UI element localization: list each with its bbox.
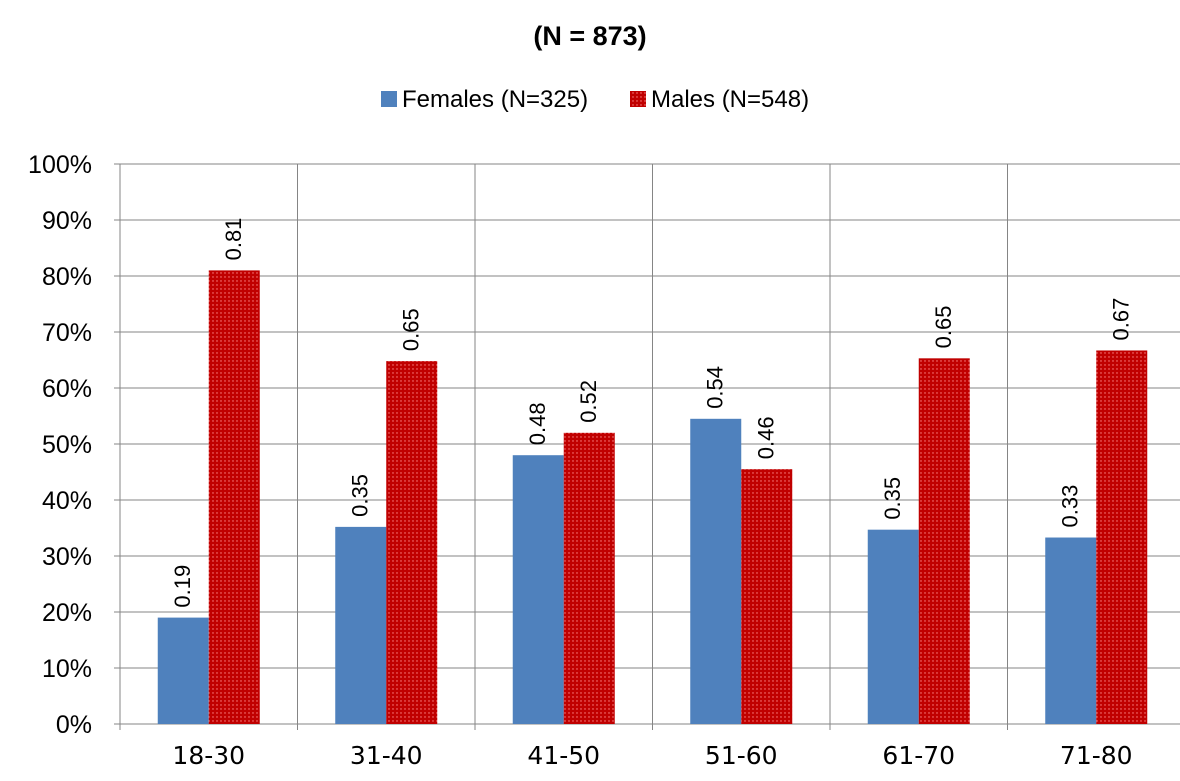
y-tick-label: 80% xyxy=(42,263,92,291)
x-tick-label: 41-50 xyxy=(527,741,600,770)
legend: Females (N=325) Males (N=548) xyxy=(381,86,809,113)
y-tick-label: 40% xyxy=(42,487,92,515)
data-label-females-41-50: 0.48 xyxy=(525,402,550,445)
data-labels: 0.19 0.81 0.35 0.65 0.48 0.52 0.54 0.46 0.35 0.65… xyxy=(170,218,1134,608)
chart-title: (N = 873) xyxy=(533,21,646,51)
legend-swatch-females xyxy=(381,91,397,107)
bar-males-71-80 xyxy=(1096,350,1148,724)
y-tick-label: 10% xyxy=(42,655,92,683)
data-label-males-18-30: 0.81 xyxy=(221,218,246,261)
data-label-males-61-70: 0.65 xyxy=(931,305,956,348)
bar-females-61-70 xyxy=(867,529,919,724)
bar-females-51-60 xyxy=(690,418,742,724)
bar-females-71-80 xyxy=(1045,537,1097,724)
y-tick-label: 60% xyxy=(42,375,92,403)
bar-males-51-60 xyxy=(741,469,793,724)
data-label-females-51-60: 0.54 xyxy=(703,366,728,409)
data-label-males-41-50: 0.52 xyxy=(576,380,601,423)
bar-females-31-40 xyxy=(335,526,387,724)
x-tick-label: 61-70 xyxy=(882,741,955,770)
data-label-females-71-80: 0.33 xyxy=(1058,485,1083,528)
bar-females-18-30 xyxy=(157,617,209,724)
bar-males-31-40 xyxy=(386,361,438,724)
bar-males-61-70 xyxy=(918,358,970,724)
data-label-females-18-30: 0.19 xyxy=(170,565,195,608)
bar-males-41-50 xyxy=(563,432,615,724)
data-label-males-71-80: 0.67 xyxy=(1109,298,1134,341)
legend-label-females: Females (N=325) xyxy=(402,86,588,113)
y-tick-label: 50% xyxy=(42,431,92,459)
data-label-males-51-60: 0.46 xyxy=(754,416,779,459)
bars xyxy=(157,270,1148,724)
x-tick-label: 18-30 xyxy=(172,741,245,770)
x-tick-label: 31-40 xyxy=(350,741,423,770)
y-tick-label: 20% xyxy=(42,599,92,627)
y-tick-label: 100% xyxy=(28,151,92,179)
y-tick-label: 30% xyxy=(42,543,92,571)
gridlines xyxy=(114,163,1180,730)
data-label-females-61-70: 0.35 xyxy=(880,477,905,520)
x-axis-tick-labels: 18-30 31-40 41-50 51-60 61-70 71-80 xyxy=(172,741,1132,770)
data-label-males-31-40: 0.65 xyxy=(399,308,424,351)
legend-label-males: Males (N=548) xyxy=(651,86,809,113)
bar-females-41-50 xyxy=(512,455,564,724)
y-tick-label: 0% xyxy=(56,711,92,739)
bar-males-18-30 xyxy=(208,270,260,724)
data-label-females-31-40: 0.35 xyxy=(348,474,373,517)
y-tick-label: 70% xyxy=(42,319,92,347)
x-tick-label: 71-80 xyxy=(1060,741,1133,770)
y-tick-label: 90% xyxy=(42,207,92,235)
legend-swatch-males xyxy=(630,91,646,107)
x-tick-label: 51-60 xyxy=(705,741,778,770)
y-axis-tick-labels: 0% 10% 20% 30% 40% 50% 60% 70% 80% 90% 100% xyxy=(28,151,92,739)
